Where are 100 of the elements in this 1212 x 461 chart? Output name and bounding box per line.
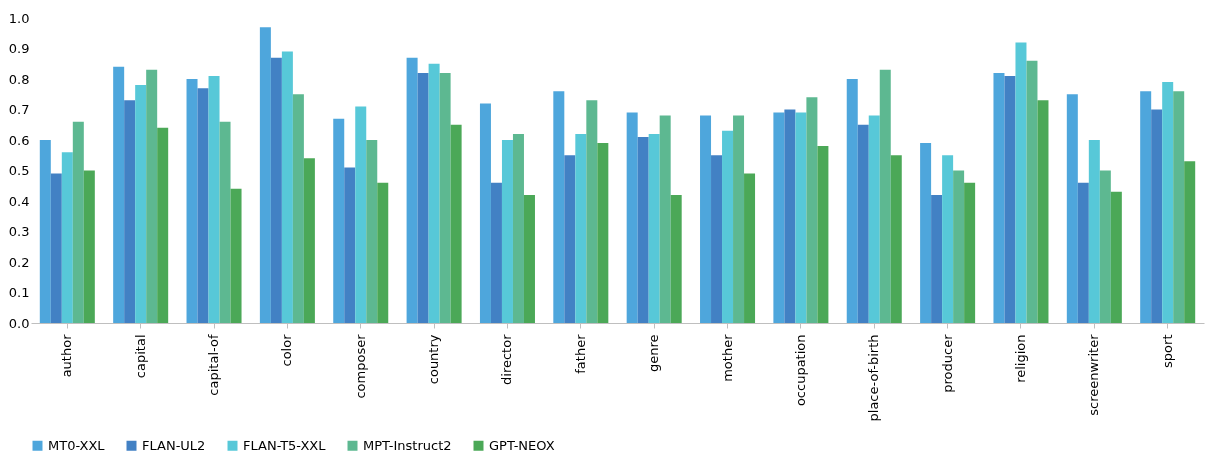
x-tick-label: mother <box>719 333 735 382</box>
bar <box>846 79 858 323</box>
bar <box>72 121 84 323</box>
bar <box>1110 191 1122 323</box>
legend-label: FLAN-UL2 <box>142 437 206 453</box>
bar <box>230 188 242 323</box>
x-tick-label: genre <box>646 334 662 373</box>
bar <box>428 63 440 323</box>
bar <box>61 152 73 323</box>
bar <box>868 115 880 323</box>
legend-label: MT0-XXL <box>48 437 106 453</box>
y-tick-label: 1.0 <box>8 10 30 26</box>
bar <box>439 72 451 323</box>
bar <box>806 97 818 323</box>
bar <box>146 69 158 323</box>
bar <box>490 182 502 323</box>
bar <box>1173 91 1185 323</box>
bar <box>575 133 587 323</box>
bar <box>186 79 198 323</box>
x-tick-label: color <box>279 333 295 367</box>
bar <box>501 140 513 323</box>
bar <box>1077 182 1089 323</box>
bar <box>1099 170 1111 323</box>
bar <box>564 155 576 323</box>
x-tick-label: producer <box>939 333 955 393</box>
y-tick-label: 0.8 <box>8 71 30 87</box>
bar <box>1140 91 1152 323</box>
bar <box>1015 42 1027 323</box>
bar <box>795 112 807 323</box>
bar <box>406 57 418 323</box>
bar <box>879 69 891 323</box>
bar <box>377 182 389 323</box>
bar <box>586 100 598 323</box>
bar <box>597 143 609 323</box>
bar <box>700 115 712 323</box>
bar <box>344 167 356 323</box>
bar <box>1037 100 1049 323</box>
bar <box>208 75 220 323</box>
bar <box>942 155 954 323</box>
bar <box>920 143 932 323</box>
bar <box>857 124 869 323</box>
bar <box>479 103 491 323</box>
bar <box>303 158 315 323</box>
y-tick-label: 0.7 <box>8 102 30 117</box>
bar <box>39 140 51 323</box>
bar <box>83 170 95 323</box>
bar <box>512 133 524 323</box>
x-tick-label: capital-of <box>206 334 222 396</box>
bar <box>124 100 136 323</box>
bar <box>219 121 231 323</box>
bar <box>722 130 734 323</box>
y-tick-label: 0.9 <box>8 41 30 56</box>
bar <box>523 194 535 323</box>
x-tick-label: sport <box>1159 334 1175 368</box>
bar <box>890 155 902 323</box>
x-tick-label: country <box>426 334 442 385</box>
legend-label: MPT-Instruct2 <box>363 437 452 453</box>
y-tick-label: 0.6 <box>8 132 30 148</box>
bar <box>197 88 209 323</box>
x-tick-label: screenwriter <box>1086 333 1102 416</box>
bar <box>1162 82 1174 323</box>
legend-label: FLAN-T5-XXL <box>243 437 327 453</box>
bar <box>1151 109 1163 323</box>
y-tick-label: 0.2 <box>8 254 30 270</box>
bar <box>784 109 796 323</box>
bar <box>733 115 745 323</box>
x-tick-label: director <box>499 333 515 385</box>
bar <box>1066 94 1078 323</box>
x-tick-label: author <box>59 333 75 378</box>
x-tick-label: place-of-birth <box>866 334 882 422</box>
x-tick-label: religion <box>1012 334 1028 383</box>
bar <box>670 194 682 323</box>
bar <box>292 94 304 323</box>
bar <box>1026 60 1038 323</box>
bar <box>450 124 462 323</box>
bar <box>626 112 638 323</box>
y-tick-label: 0.1 <box>8 285 30 300</box>
x-tick-label: composer <box>352 333 368 399</box>
bar <box>333 118 345 323</box>
y-tick-label: 0.5 <box>8 163 30 178</box>
bar <box>931 194 943 323</box>
bar <box>355 106 367 323</box>
legend-label: GPT-NEOX <box>489 437 555 453</box>
bar <box>281 51 293 323</box>
y-tick-label: 0.0 <box>8 315 30 331</box>
bar <box>417 72 429 323</box>
bar <box>817 146 829 323</box>
bar <box>953 170 965 323</box>
bar <box>1088 140 1100 323</box>
x-tick-label: occupation <box>792 334 808 407</box>
bar <box>637 136 649 323</box>
bar <box>135 85 147 323</box>
bar <box>964 182 976 323</box>
bar <box>1004 75 1016 323</box>
bar <box>993 72 1005 323</box>
bar <box>659 115 671 323</box>
bar <box>50 173 62 323</box>
bar <box>113 66 125 323</box>
bar <box>773 112 785 323</box>
x-tick-label: capital <box>132 334 148 379</box>
